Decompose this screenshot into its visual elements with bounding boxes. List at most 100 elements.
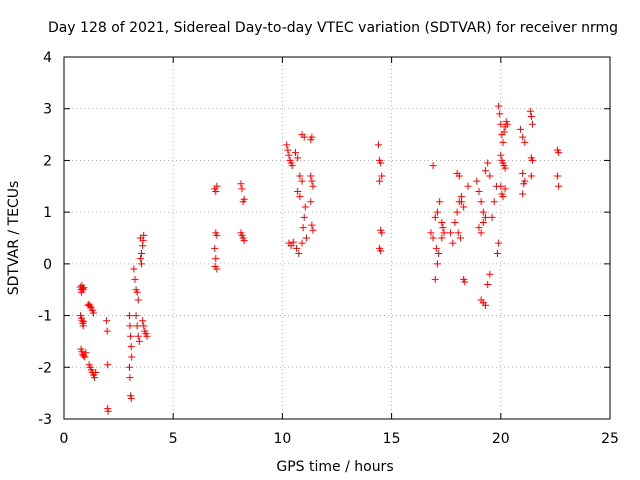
- data-point: [213, 231, 221, 239]
- data-point: [294, 187, 302, 195]
- data-point: [527, 112, 535, 120]
- data-point: [497, 182, 505, 190]
- data-point: [497, 151, 505, 159]
- data-point: [488, 213, 496, 221]
- data-point: [240, 237, 248, 245]
- data-point: [486, 172, 494, 180]
- data-point: [211, 262, 219, 270]
- data-point: [500, 128, 508, 136]
- data-point: [79, 285, 87, 293]
- data-point: [494, 250, 502, 258]
- axis-ticks: [63, 56, 611, 420]
- data-point: [499, 138, 507, 146]
- data-point: [287, 242, 295, 250]
- data-point: [473, 177, 481, 185]
- data-point: [451, 218, 459, 226]
- data-point: [128, 353, 136, 361]
- data-point: [438, 218, 446, 226]
- data-point: [131, 275, 139, 283]
- y-tick-label: 0: [43, 257, 52, 273]
- data-point: [457, 198, 465, 206]
- data-point: [439, 224, 447, 232]
- data-point: [135, 337, 143, 345]
- data-point: [296, 172, 304, 180]
- data-point: [126, 322, 134, 330]
- data-point: [134, 296, 142, 304]
- x-tick-label: 5: [169, 431, 178, 447]
- y-tick-label: 2: [43, 153, 52, 169]
- data-point: [521, 177, 529, 185]
- data-point: [285, 151, 293, 159]
- data-point: [238, 185, 246, 193]
- y-tick-label: -1: [38, 309, 52, 325]
- x-tick-label: 25: [601, 431, 619, 447]
- data-point: [133, 322, 141, 330]
- data-point: [294, 154, 302, 162]
- data-point: [81, 353, 89, 361]
- data-point: [237, 180, 245, 188]
- data-point: [528, 120, 536, 128]
- data-point: [136, 255, 144, 263]
- data-point: [435, 250, 443, 258]
- data-point: [295, 250, 303, 258]
- data-point: [484, 281, 492, 289]
- y-tick-label: 1: [43, 205, 52, 221]
- data-point: [427, 229, 435, 237]
- data-point: [300, 213, 308, 221]
- data-point: [284, 146, 292, 154]
- data-point: [495, 239, 503, 247]
- data-point: [296, 193, 304, 201]
- y-tick-label: -3: [38, 412, 52, 428]
- data-point: [477, 229, 485, 237]
- data-point: [484, 159, 492, 167]
- data-point: [555, 149, 563, 157]
- data-point: [479, 208, 487, 216]
- data-point: [449, 239, 457, 247]
- x-tick-labels: 0 5 10 15 20 25: [60, 431, 619, 447]
- data-point: [433, 208, 441, 216]
- data-point: [127, 332, 135, 340]
- data-point: [308, 221, 316, 229]
- y-tick-label: 3: [43, 102, 52, 118]
- data-point: [309, 182, 317, 190]
- data-point: [378, 229, 386, 237]
- data-point: [464, 182, 472, 190]
- data-point: [136, 234, 144, 242]
- data-point: [298, 239, 306, 247]
- data-point: [486, 270, 494, 278]
- data-point: [240, 195, 248, 203]
- data-point: [126, 312, 134, 320]
- data-point: [103, 327, 111, 335]
- plot-frame: [63, 56, 611, 420]
- data-point: [482, 301, 490, 309]
- data-point: [127, 343, 135, 351]
- data-point: [132, 312, 140, 320]
- data-point: [308, 133, 316, 141]
- data-points: [76, 102, 563, 415]
- data-point: [453, 208, 461, 216]
- data-point: [104, 407, 112, 415]
- data-point: [447, 229, 455, 237]
- data-point: [309, 226, 317, 234]
- data-point: [461, 278, 469, 286]
- data-point: [519, 133, 527, 141]
- data-point: [89, 309, 97, 317]
- data-point: [301, 203, 309, 211]
- data-point: [432, 244, 440, 252]
- x-tick-label: 15: [383, 431, 401, 447]
- data-point: [211, 244, 219, 252]
- x-tick-label: 20: [492, 431, 510, 447]
- data-point: [455, 172, 463, 180]
- data-point: [475, 224, 483, 232]
- data-point: [438, 234, 446, 242]
- data-point: [130, 265, 138, 273]
- data-point: [288, 162, 296, 170]
- data-point: [140, 322, 148, 330]
- data-point: [554, 172, 562, 180]
- data-point: [376, 177, 384, 185]
- data-point: [212, 187, 220, 195]
- data-point: [292, 149, 300, 157]
- data-point: [212, 255, 220, 263]
- data-point: [126, 363, 134, 371]
- data-point: [526, 107, 534, 115]
